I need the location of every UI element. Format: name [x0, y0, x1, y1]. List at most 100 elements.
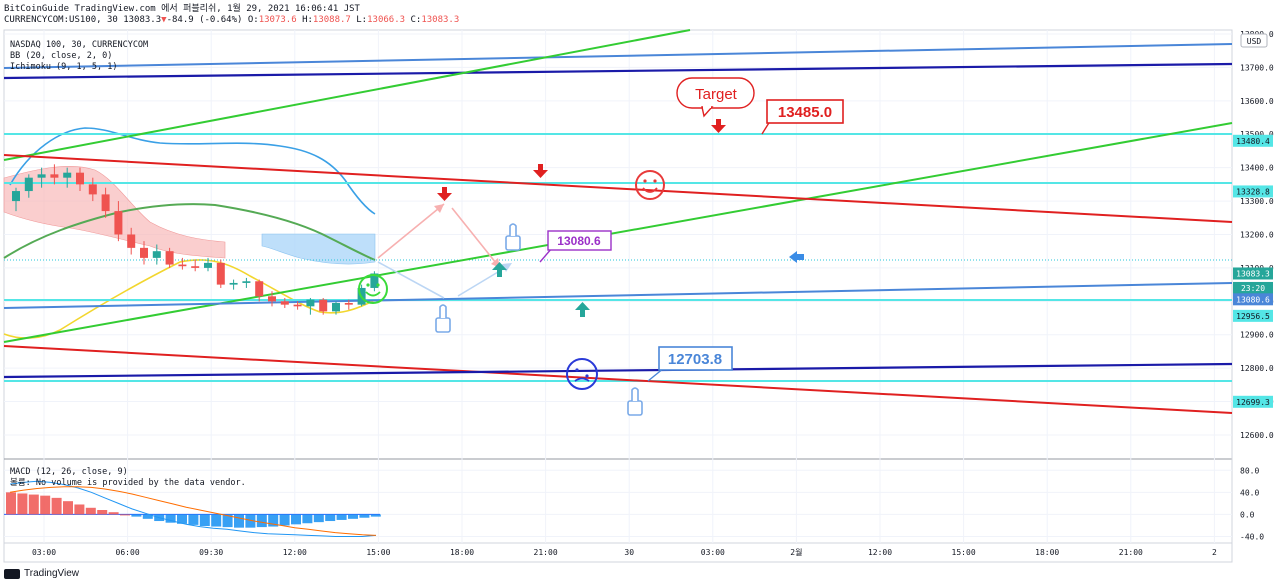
price-axis[interactable]: 13800.013700.013600.013500.013400.013300…: [1240, 30, 1274, 440]
candle-down: [127, 234, 136, 248]
price-label-text: 23:20: [1241, 284, 1265, 293]
pointing-hand-icon[interactable]: [627, 387, 643, 416]
price-label-box: [1233, 281, 1273, 294]
time-tick-label: 21:00: [1119, 548, 1143, 557]
time-tick-label: 18:00: [1035, 548, 1059, 557]
macd-histogram-bar: [313, 514, 324, 523]
time-tick-label: 2: [1212, 548, 1217, 557]
candle-down: [165, 251, 174, 265]
sell-arrow-icon[interactable]: [533, 164, 548, 178]
time-axis[interactable]: 03:00 06:00 09:30 12:00 15:00 18:00 21:00 30 03:…: [32, 547, 1217, 557]
macd-histogram-bar: [245, 514, 256, 528]
legend-bb[interactable]: BB (20, close, 2, 0): [10, 51, 112, 61]
price-label-box: [1233, 293, 1273, 306]
candle-up: [332, 302, 340, 312]
macd-tick-label: 0.0: [1240, 510, 1255, 519]
time-tick-label: 12:00: [283, 548, 307, 557]
candle-down: [50, 174, 59, 178]
legend-macd[interactable]: MACD (12, 26, close, 9): [10, 467, 128, 477]
sell-arrow-icon[interactable]: [437, 187, 452, 201]
sell-arrow-icon[interactable]: [711, 119, 726, 133]
target-callout[interactable]: Target: [676, 77, 755, 118]
candle-up: [242, 281, 251, 283]
forecast-segment-2: [451, 207, 501, 269]
price-label-box: [1233, 267, 1273, 280]
time-tick-label: 30: [624, 548, 634, 557]
macd-histogram-bar: [234, 514, 244, 528]
buy-arrow-icon[interactable]: [575, 302, 590, 317]
macd-tick-label: 40.0: [1240, 488, 1259, 497]
price-label-box: [1233, 134, 1273, 147]
trend-line-dark-blue-top[interactable]: [3, 62, 1233, 80]
price-callout-13485[interactable]: 13485.0: [761, 99, 844, 135]
buy-arrow-icon[interactable]: [492, 262, 507, 277]
candle-down: [178, 264, 187, 267]
left-arrow-icon[interactable]: [789, 251, 804, 263]
symbol-name: CURRENCYCOM:US100, 30: [4, 15, 118, 25]
bb-basis: [3, 203, 376, 261]
trend-line-red-lower[interactable]: [3, 345, 1233, 414]
legend-volume: 볼륨: No volume is provided by the data ve…: [10, 477, 246, 488]
macd-histogram-bar: [40, 495, 51, 515]
price-tick-label: 13300.0: [1240, 197, 1274, 206]
time-tick-label: 21:00: [534, 548, 558, 557]
time-tick-label: 09:30: [199, 548, 223, 557]
happy-face-icon[interactable]: [358, 274, 388, 304]
macd-histogram-bar: [131, 514, 142, 517]
forecast-arrowhead-3: [502, 263, 512, 272]
candle-down: [268, 296, 276, 302]
macd-histogram-bar: [268, 514, 279, 527]
price-tick-label: 12900.0: [1240, 331, 1274, 340]
macd-histogram-bar: [120, 514, 130, 516]
legend-ichimoku[interactable]: Ichimoku (9, 1, 5, 1): [10, 62, 117, 72]
macd-histogram-bar: [188, 514, 199, 525]
forecast-segment-3: [377, 261, 445, 299]
trend-line-dark-blue-bottom[interactable]: [3, 362, 1233, 379]
time-tick-label: 15:00: [952, 548, 976, 557]
candle-up: [63, 172, 72, 178]
trend-line-light-blue-top[interactable]: [3, 43, 1233, 69]
trend-line-green-upper[interactable]: [3, 29, 691, 161]
candle-down: [255, 281, 264, 297]
macd-histogram-bar: [199, 514, 210, 526]
forecast-path[interactable]: [377, 203, 512, 299]
price-tick-label: 13400.0: [1240, 164, 1274, 173]
price-callout-13080[interactable]: 13080.6: [539, 230, 612, 263]
macd-histogram-bar: [177, 514, 187, 524]
confused-face-icon[interactable]: [566, 358, 598, 390]
macd-histogram-bar: [165, 514, 176, 523]
time-tick-label: 03:00: [32, 548, 56, 557]
ohlc-high: 13088.7: [312, 15, 351, 25]
macd-pane: [4, 480, 381, 537]
price-tick-label: 13700.0: [1240, 63, 1274, 72]
happy-face-icon[interactable]: [635, 170, 665, 200]
macd-line: [9, 480, 377, 537]
forecast-segment-1: [377, 203, 445, 259]
tradingview-watermark[interactable]: TradingView: [4, 568, 79, 579]
price-label-box: [1233, 309, 1273, 322]
candle-up: [370, 273, 379, 288]
trend-line-green-lower[interactable]: [3, 122, 1233, 343]
macd-histogram-bar: [211, 514, 222, 527]
watermark-text: TradingView: [24, 568, 80, 579]
currency-label[interactable]: USD: [1240, 33, 1268, 48]
trend-line-light-blue-mid[interactable]: [3, 282, 1233, 309]
price-label-text: 12956.5: [1236, 312, 1270, 321]
ohlc-high-key: H:: [302, 15, 313, 25]
legend-symbol[interactable]: NASDAQ 100, 30, CURRENCYCOM: [10, 40, 148, 50]
macd-tick-label: -40.0: [1240, 532, 1264, 541]
candle-down: [216, 262, 225, 285]
trend-line-red-upper[interactable]: [3, 154, 1233, 223]
pointing-hand-icon[interactable]: [435, 304, 451, 333]
pointing-hand-icon[interactable]: [505, 223, 521, 251]
time-tick-label: 06:00: [116, 548, 140, 557]
macd-histogram-bar: [108, 512, 119, 515]
bb-upper-band: [9, 127, 376, 215]
candle-up: [229, 282, 238, 285]
candle-down: [293, 304, 302, 307]
price-tick-label: 12800.0: [1240, 364, 1274, 373]
price-callout-12703[interactable]: 12703.8: [647, 346, 733, 382]
candle-down: [76, 172, 84, 185]
macd-histogram-bar: [74, 504, 85, 515]
